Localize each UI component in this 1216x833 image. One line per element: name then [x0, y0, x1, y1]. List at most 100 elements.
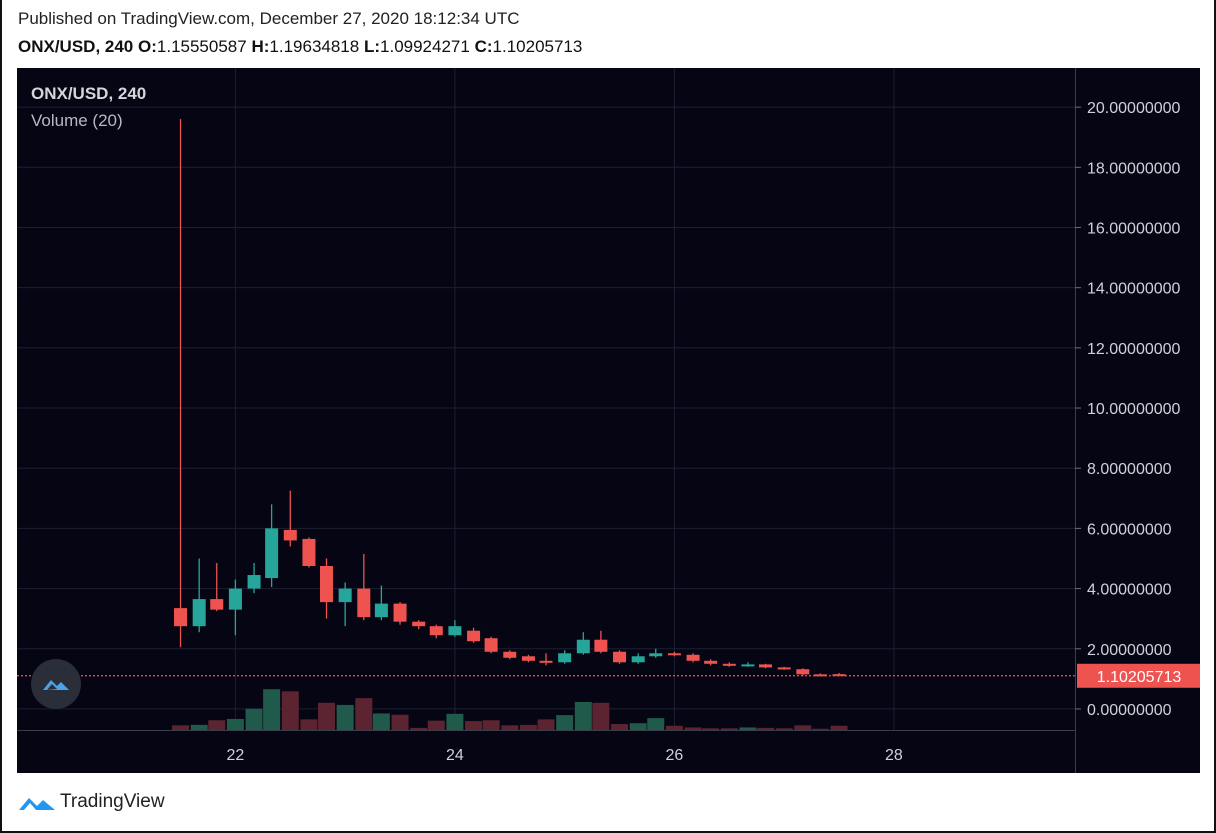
close-label: C: — [474, 37, 493, 56]
volume-bar — [647, 718, 665, 730]
cloud-logo-icon — [43, 680, 69, 690]
candle-body — [338, 588, 352, 603]
y-tick-label: 18.00000000 — [1087, 160, 1181, 177]
volume-bar — [775, 728, 793, 730]
candle-body — [649, 653, 663, 657]
volume-bar — [611, 724, 629, 730]
volume-bar — [702, 728, 720, 730]
candle-body — [228, 588, 242, 610]
high-value: 1.19634818 — [269, 37, 360, 56]
candle-body — [319, 566, 333, 603]
candle-body — [374, 603, 388, 618]
volume-bar — [446, 713, 464, 730]
tradingview-brand: TradingView — [60, 791, 165, 812]
volume-bar — [574, 701, 592, 730]
volume-bar — [537, 719, 555, 730]
volume-bar — [556, 715, 574, 730]
candle-body — [429, 626, 443, 636]
candle-body — [741, 664, 755, 667]
candle-body — [448, 626, 462, 636]
volume-bar — [720, 728, 738, 730]
volume-bar — [391, 714, 409, 730]
volume-bar — [465, 721, 483, 730]
x-tick-label: 24 — [446, 747, 464, 764]
tradingview-footer[interactable]: TradingView — [18, 790, 165, 814]
y-tick-label: 0.00000000 — [1087, 702, 1172, 719]
candle-body — [594, 639, 608, 652]
volume-bar — [226, 718, 244, 730]
volume-bar — [263, 689, 281, 730]
candle-body — [357, 588, 371, 618]
volume-bar — [757, 727, 775, 730]
volume-bar — [482, 720, 500, 730]
candle-body — [174, 608, 188, 627]
candle-body — [832, 674, 846, 677]
candle-body — [576, 639, 590, 654]
high-label: H: — [251, 37, 270, 56]
volume-bar — [592, 702, 610, 730]
volume-bar — [245, 708, 263, 730]
volume-bar — [336, 704, 354, 730]
volume-bar — [794, 725, 812, 730]
volume-bar — [427, 720, 445, 730]
close-value: 1.10205713 — [492, 37, 583, 56]
volume-bar — [811, 728, 829, 730]
price-chart[interactable]: 0.00000000 2.00000000 4.00000000 6.00000000… — [17, 68, 1200, 773]
open-label: O: — [138, 37, 157, 56]
volume-bar — [190, 724, 208, 730]
last-price-badge — [1077, 663, 1200, 688]
candle-body — [283, 529, 297, 541]
volume-bar — [208, 720, 226, 730]
volume-bar — [281, 691, 299, 730]
candle-body — [539, 660, 553, 663]
candle-body — [777, 667, 791, 670]
y-tick-label: 20.00000000 — [1087, 100, 1181, 117]
volume-bar — [501, 725, 519, 730]
candle-body — [467, 630, 481, 642]
candle-body — [265, 528, 279, 579]
tradingview-logo-icon — [19, 798, 55, 810]
y-tick-label: 10.00000000 — [1087, 401, 1181, 418]
frame-right — [1214, 0, 1216, 833]
symbol-label: ONX/USD, 240 — [18, 37, 134, 56]
candle-body — [521, 656, 535, 661]
candle-body — [484, 638, 498, 652]
volume-bar — [739, 727, 757, 730]
candle-body — [412, 621, 426, 627]
y-tick-label: 4.00000000 — [1087, 582, 1172, 599]
x-tick-label: 28 — [885, 747, 903, 764]
candle-body — [503, 651, 517, 658]
tradingview-badge[interactable] — [31, 659, 81, 709]
volume-bar — [519, 724, 537, 730]
chart-background — [17, 68, 1200, 773]
candle-body — [558, 653, 572, 663]
candle-body — [796, 669, 810, 675]
candle-body — [631, 656, 645, 663]
chart-panel[interactable]: 0.00000000 2.00000000 4.00000000 6.00000000… — [17, 68, 1200, 773]
volume-bar — [410, 727, 428, 730]
volume-bar — [300, 719, 318, 730]
ohlc-summary: ONX/USD, 240 O:1.15550587 H:1.19634818 L… — [18, 37, 582, 57]
volume-bar — [172, 725, 190, 730]
candle-body — [302, 538, 316, 567]
y-tick-label: 12.00000000 — [1087, 341, 1181, 358]
candle-body — [247, 575, 261, 589]
candle-body — [192, 599, 206, 627]
candle-body — [759, 664, 773, 668]
y-tick-label: 14.00000000 — [1087, 281, 1181, 298]
y-tick-label: 16.00000000 — [1087, 220, 1181, 237]
volume-bar — [629, 723, 647, 730]
x-tick-label: 22 — [227, 747, 245, 764]
candle-body — [722, 663, 736, 666]
x-tick-label: 26 — [666, 747, 684, 764]
volume-indicator-label[interactable]: Volume (20) — [31, 111, 123, 130]
candle-body — [704, 660, 718, 664]
candle-body — [210, 599, 224, 610]
last-price-label: 1.10205713 — [1097, 669, 1182, 686]
frame-left — [0, 0, 2, 833]
volume-bar — [665, 725, 683, 730]
volume-bar — [830, 725, 848, 730]
volume-bar — [684, 727, 702, 730]
candle-body — [393, 603, 407, 622]
volume-bar — [372, 713, 390, 730]
